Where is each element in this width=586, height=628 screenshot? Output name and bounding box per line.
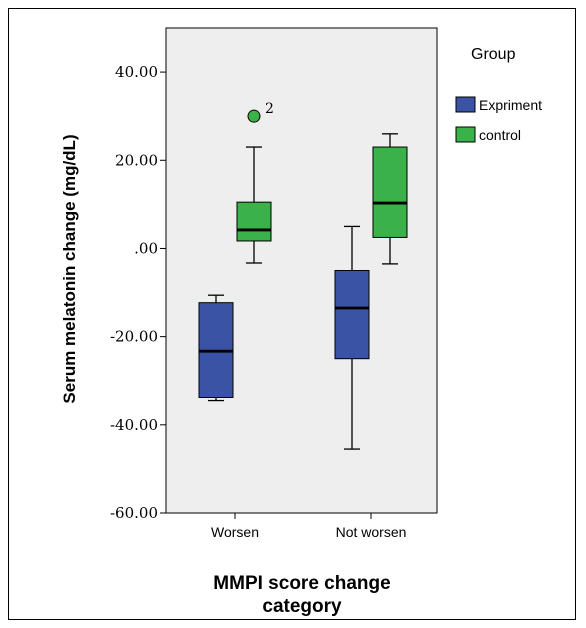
x-axis-title-line-2: category — [262, 596, 342, 617]
x-axis-title-line-1: MMPI score change — [213, 573, 390, 594]
box-body — [236, 201, 272, 242]
y-tick-label: -60.00 — [110, 504, 158, 522]
box-expriment-worsen — [198, 294, 234, 402]
box-body — [372, 146, 408, 238]
y-tick-label: -20.00 — [110, 328, 158, 346]
box-body — [334, 270, 370, 360]
plot-area — [165, 27, 438, 514]
x-axis: Worsen Not worsen — [211, 513, 406, 540]
legend-swatch — [455, 126, 476, 143]
y-axis-title: Serum melatonin change (mg/dL) — [60, 134, 79, 403]
legend-label: control — [479, 127, 521, 143]
legend-swatch — [455, 96, 476, 113]
box-control-worsen: 2 — [236, 101, 274, 264]
chart-frame: 40.00 20.00 .00 -20.00 -40.00 -60.00 Worsen No… — [8, 8, 576, 620]
y-axis: 40.00 20.00 .00 -20.00 -40.00 -60.00 — [110, 63, 166, 522]
outlier-label: 2 — [265, 101, 274, 117]
box-group: 2 — [198, 101, 408, 450]
box-control-not-worsen — [372, 133, 408, 265]
y-tick-label: .00 — [134, 239, 158, 257]
y-tick-label: 40.00 — [115, 63, 158, 81]
x-tick-label: Worsen — [211, 524, 259, 540]
legend: Group Expriment control — [455, 46, 542, 143]
y-tick-label: -40.00 — [110, 416, 158, 434]
boxplot-chart: 40.00 20.00 .00 -20.00 -40.00 -60.00 Worsen No… — [60, 27, 542, 617]
x-tick-label: Not worsen — [336, 524, 407, 540]
box-expriment-not-worsen — [334, 225, 370, 450]
outlier-point — [247, 109, 261, 123]
legend-title: Group — [471, 46, 516, 63]
y-tick-label: 20.00 — [115, 151, 158, 169]
legend-label: Expriment — [479, 97, 542, 113]
